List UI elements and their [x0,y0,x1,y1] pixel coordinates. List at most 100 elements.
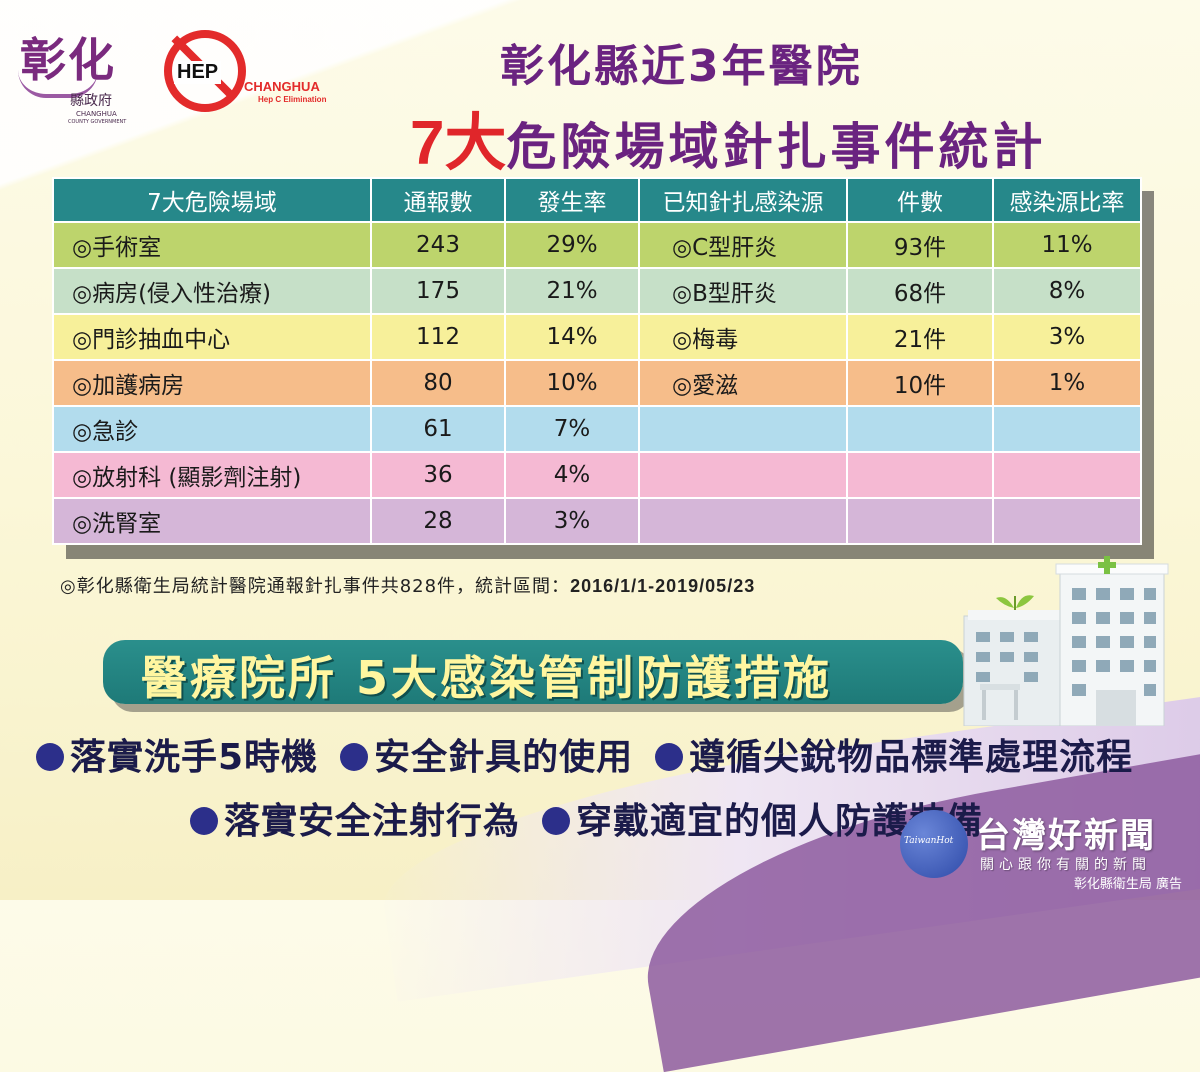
cell-count [846,451,994,499]
header-source: 已知針扎感染源 [638,177,848,223]
hep-logo-text: HEP [174,61,222,84]
cell-reports: 243 [370,221,506,269]
title-line-1: 彰化縣近3年醫院 [500,41,863,92]
hep-logo-subtitle: Hep C Elimination [258,95,327,104]
hospital-building-icon [963,556,1169,726]
bullet-dot-icon [36,743,64,771]
header-count: 件數 [846,177,994,223]
cell-source: ◎C型肝炎 [638,221,848,269]
measures-banner: 醫療院所 5大感染管制防護措施 [103,640,963,705]
table-header-row: 7大危險場域 通報數 發生率 已知針扎感染源 件數 感染源比率 [52,177,1142,223]
cell-source [638,497,848,545]
cell-ratio: 8% [992,267,1142,315]
cell-count: 21件 [846,313,994,361]
watermark-tagline: 關心跟你有關的新聞 [980,857,1151,873]
cell-rate: 21% [504,267,640,315]
hep-c-elimination-logo: HEP CHANGHUA Hep C Elimination [160,30,360,112]
cell-site: ◎門診抽血中心 [52,313,372,361]
table-row: ◎手術室 243 29% ◎C型肝炎 93件 11% [52,221,1142,269]
measure-item: 安全針具的使用 [340,728,633,780]
table-row: ◎放射科 (顯影劑注射) 36 4% [52,451,1142,499]
measures-row-1: 落實洗手5時機 安全針具的使用 遵循尖銳物品標準處理流程 [36,728,1155,780]
table-row: ◎門診抽血中心 112 14% ◎梅毒 21件 3% [52,313,1142,361]
table-row: ◎洗腎室 28 3% [52,497,1142,545]
logo-swirl-icon [18,70,98,98]
table-row: ◎病房(侵入性治療) 175 21% ◎B型肝炎 68件 8% [52,267,1142,315]
title-line-2-rest: 危險場域針扎事件統計 [506,118,1047,176]
cell-count [846,497,994,545]
table-row: ◎急診 61 7% [52,405,1142,453]
statistics-table-container: 7大危險場域 通報數 發生率 已知針扎感染源 件數 感染源比率 ◎手術室 243 2… [52,177,1142,545]
cell-ratio [992,497,1142,545]
cell-site: ◎加護病房 [52,359,372,407]
watermark-name: 台灣好新聞 [976,816,1156,856]
header-reports: 通報數 [370,177,506,223]
bullet-dot-icon [190,807,218,835]
bullet-dot-icon [340,743,369,771]
note-period: 2016/1/1-2019/05/23 [570,576,756,596]
hep-logo-brand: CHANGHUA [244,79,320,94]
measure-text: 安全針具的使用 [374,737,634,778]
logo-gov-small-text: 縣政府 [70,93,112,109]
cell-count: 10件 [846,359,994,407]
bullet-dot-icon [655,743,684,771]
cell-rate: 29% [504,221,640,269]
cell-count [846,405,994,453]
cell-count: 93件 [846,221,994,269]
bullet-dot-icon [542,807,571,835]
cell-reports: 28 [370,497,506,545]
cell-site: ◎洗腎室 [52,497,372,545]
header-ratio: 感染源比率 [992,177,1142,223]
title-line-2: 7大危險場域針扎事件統計 [410,92,1046,182]
cell-site: ◎放射科 (顯影劑注射) [52,451,372,499]
cell-site: ◎手術室 [52,221,372,269]
table-row: ◎加護病房 80 10% ◎愛滋 10件 1% [52,359,1142,407]
measure-item: 落實洗手5時機 [36,728,318,780]
badge-text: TaiwanHot [904,836,954,846]
cell-reports: 175 [370,267,506,315]
cell-reports: 112 [370,313,506,361]
changhua-county-logo: 彰化 縣政府 CHANGHUA COUNTY GOVERNMENT [18,24,148,125]
cell-source [638,405,848,453]
cell-source: ◎梅毒 [638,313,848,361]
cell-reports: 80 [370,359,506,407]
cell-source [638,451,848,499]
measure-text: 落實洗手5時機 [70,737,319,778]
cell-reports: 61 [370,405,506,453]
cell-count: 68件 [846,267,994,315]
cell-reports: 36 [370,451,506,499]
cell-ratio: 3% [992,313,1142,361]
needlestick-statistics-table: 7大危險場域 通報數 發生率 已知針扎感染源 件數 感染源比率 ◎手術室 243 2… [52,177,1142,545]
cell-source: ◎愛滋 [638,359,848,407]
cell-site: ◎急診 [52,405,372,453]
measure-item: 落實安全注射行為 [190,792,520,844]
cell-site: ◎病房(侵入性治療) [52,267,372,315]
cell-rate: 7% [504,405,640,453]
logo-gov-english-sub: COUNTY GOVERNMENT [68,119,127,125]
header-site: 7大危險場域 [52,177,372,223]
logo-gov-english: CHANGHUA [76,110,117,118]
header-rate: 發生率 [504,177,640,223]
prohibition-circle-icon [164,30,246,112]
taiwanhot-badge-icon: TaiwanHot [900,810,968,878]
cell-ratio: 11% [992,221,1142,269]
ad-credit: 彰化縣衛生局 廣告 [1073,877,1182,892]
cell-rate: 10% [504,359,640,407]
cell-rate: 14% [504,313,640,361]
measures-row-2: 落實安全注射行為 穿戴適宜的個人防護裝備 [190,792,1005,844]
measure-text: 落實安全注射行為 [224,801,521,842]
title-highlight: 7大 [410,109,507,178]
banner-title: 醫療院所 5大感染管制防護措施 [141,651,833,705]
cell-rate: 3% [504,497,640,545]
cell-ratio: 1% [992,359,1142,407]
logo-gov-big-text: 彰化 [20,33,116,87]
statistics-note: ◎彰化縣衛生局統計醫院通報針扎事件共828件，統計區間：2016/1/1-201… [60,572,755,598]
measure-text: 遵循尖銳物品標準處理流程 [689,737,1134,778]
cell-rate: 4% [504,451,640,499]
cell-ratio [992,405,1142,453]
measure-item: 遵循尖銳物品標準處理流程 [655,728,1133,780]
taiwanhot-watermark: TaiwanHot 台灣好新聞 關心跟你有關的新聞 [898,808,1188,892]
note-prefix: ◎彰化縣衛生局統計醫院通報針扎事件共828件，統計區間： [60,576,571,597]
cell-ratio [992,451,1142,499]
cell-source: ◎B型肝炎 [638,267,848,315]
